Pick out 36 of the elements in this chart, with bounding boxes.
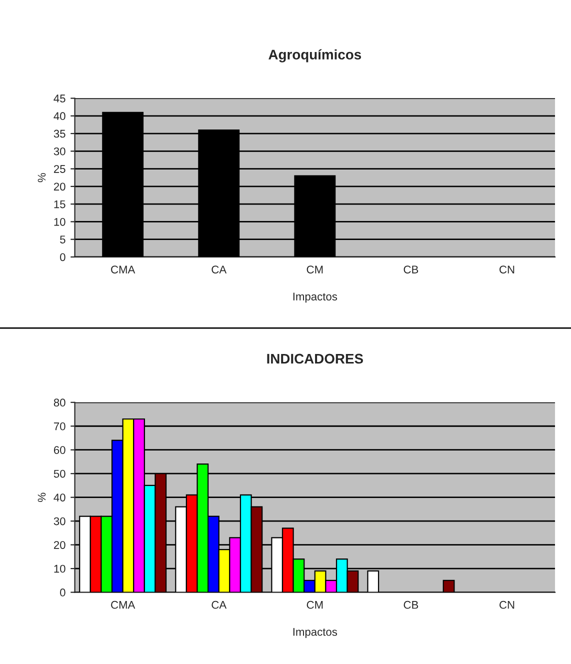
x-tick-label: CMA <box>111 266 136 274</box>
x-tick-label: CN <box>500 266 514 274</box>
y-tick-label: 30 <box>54 517 66 526</box>
y-tick-label: 15 <box>54 200 66 208</box>
x-axis-title: Impactos <box>293 628 338 638</box>
y-tick-label: 60 <box>54 446 66 454</box>
x-tick-label: CMA <box>111 600 136 609</box>
y-tick-label: 30 <box>54 147 66 156</box>
x-tick-label: CA <box>212 600 227 609</box>
y-tick-label: 40 <box>54 112 66 120</box>
x-tick-label: CB <box>404 600 418 609</box>
y-tick-label: 80 <box>54 398 66 407</box>
x-tick-label: CM <box>306 266 323 274</box>
y-tick-label: 40 <box>54 494 66 502</box>
x-tick-label: CN <box>500 600 514 609</box>
x-tick-label: CA <box>212 266 227 274</box>
x-tick-label: CM <box>306 600 323 609</box>
y-tick-label: 0 <box>60 588 66 596</box>
y-tick-label: 10 <box>54 218 66 226</box>
x-tick-label: CB <box>404 266 418 274</box>
y-tick-label: 20 <box>54 182 66 191</box>
chart-title: Agroquímicos <box>268 49 362 62</box>
y-axis-title: % <box>38 492 46 502</box>
y-tick-label: 70 <box>54 422 66 430</box>
y-tick-label: 10 <box>54 564 66 573</box>
bar <box>442 580 455 592</box>
y-tick-label: 35 <box>54 130 66 138</box>
x-axis-title: Impactos <box>293 292 338 303</box>
y-axis-title: % <box>38 173 46 182</box>
chart-title: INDICADORES <box>267 354 363 364</box>
y-tick-label: 5 <box>60 236 66 244</box>
y-tick-label: 45 <box>54 94 66 102</box>
y-tick-label: 0 <box>60 253 66 262</box>
y-tick-label: 25 <box>54 165 66 173</box>
y-tick-label: 50 <box>54 470 66 478</box>
y-tick-label: 20 <box>54 541 66 549</box>
